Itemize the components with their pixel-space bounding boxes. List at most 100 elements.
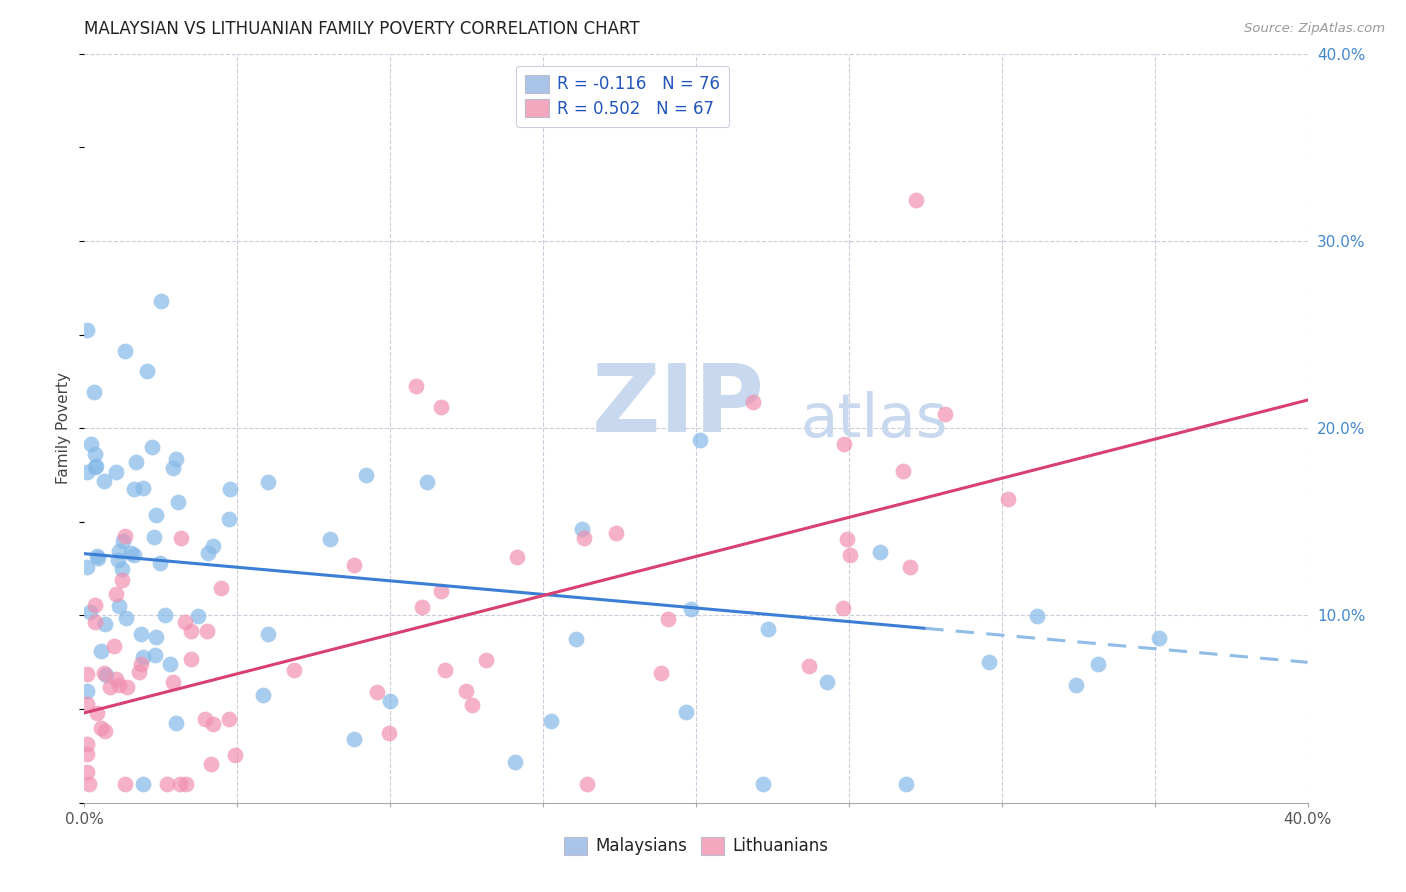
Point <box>430 584 453 599</box>
Point <box>76 560 98 574</box>
Point <box>83 384 105 399</box>
Point <box>115 611 138 625</box>
Point <box>252 688 274 702</box>
Point <box>209 581 232 595</box>
Point <box>756 622 779 636</box>
Point <box>366 685 388 699</box>
Point <box>815 675 838 690</box>
Point <box>93 666 115 681</box>
Point <box>94 724 117 739</box>
Point <box>111 573 134 587</box>
Point <box>576 777 599 791</box>
Point <box>180 624 202 639</box>
Point <box>162 674 184 689</box>
Point <box>124 548 146 562</box>
Point <box>416 475 439 490</box>
Point <box>898 560 921 574</box>
Point <box>90 644 112 658</box>
Point <box>354 467 377 482</box>
Legend: Malaysians, Lithuanians: Malaysians, Lithuanians <box>557 830 835 862</box>
Point <box>132 481 155 495</box>
Point <box>460 698 482 712</box>
Point <box>143 648 166 662</box>
Point <box>149 293 172 308</box>
Point <box>1147 631 1170 645</box>
Point <box>108 544 131 558</box>
Point <box>200 756 222 771</box>
Point <box>202 539 225 553</box>
Point <box>107 553 129 567</box>
Point <box>681 602 703 616</box>
Point <box>1087 657 1109 671</box>
Point <box>283 664 305 678</box>
Point <box>145 630 167 644</box>
Point <box>84 615 107 630</box>
Point <box>79 436 101 450</box>
Point <box>180 652 202 666</box>
Point <box>135 364 157 378</box>
Point <box>378 725 401 739</box>
Point <box>76 666 98 681</box>
Point <box>1026 608 1049 623</box>
Point <box>257 475 280 489</box>
Point <box>107 678 129 692</box>
Point <box>540 714 562 729</box>
Point <box>197 545 219 559</box>
Point <box>132 777 155 791</box>
Text: MALAYSIAN VS LITHUANIAN FAMILY POVERTY CORRELATION CHART: MALAYSIAN VS LITHUANIAN FAMILY POVERTY C… <box>84 21 640 38</box>
Point <box>76 764 98 779</box>
Point <box>343 558 366 572</box>
Point <box>76 747 98 761</box>
Point <box>174 777 197 791</box>
Point <box>108 599 131 614</box>
Point <box>94 616 117 631</box>
Point <box>838 548 860 562</box>
Point <box>76 323 98 337</box>
Point <box>90 721 112 735</box>
Y-axis label: Family Poverty: Family Poverty <box>56 372 72 484</box>
Text: atlas: atlas <box>800 392 948 450</box>
Point <box>84 458 107 473</box>
Point <box>434 664 457 678</box>
Point <box>202 717 225 731</box>
Point <box>837 532 859 546</box>
Point <box>149 556 172 570</box>
Point <box>219 482 242 496</box>
Point <box>142 530 165 544</box>
Point <box>159 657 181 671</box>
Point <box>131 650 153 665</box>
Point <box>475 653 498 667</box>
Point <box>114 777 136 791</box>
Point <box>103 639 125 653</box>
Point <box>257 627 280 641</box>
Point <box>110 562 132 576</box>
Point <box>218 512 240 526</box>
Point <box>120 546 142 560</box>
Point <box>104 672 127 686</box>
Point <box>894 777 917 791</box>
Point <box>87 551 110 566</box>
Point <box>170 531 193 545</box>
Point <box>165 451 187 466</box>
Point <box>77 777 100 791</box>
Point <box>125 455 148 469</box>
Point <box>114 343 136 358</box>
Point <box>675 706 697 720</box>
Point <box>505 755 527 769</box>
Point <box>167 494 190 508</box>
Point <box>689 433 711 447</box>
Point <box>145 508 167 523</box>
Point <box>105 466 128 480</box>
Point <box>380 694 402 708</box>
Point <box>319 532 342 546</box>
Point <box>105 587 128 601</box>
Point <box>84 446 107 460</box>
Point <box>1064 678 1087 692</box>
Point <box>752 777 775 791</box>
Point <box>454 684 477 698</box>
Point <box>831 600 853 615</box>
Point <box>79 605 101 619</box>
Point <box>114 529 136 543</box>
Point <box>165 716 187 731</box>
Point <box>799 659 821 673</box>
